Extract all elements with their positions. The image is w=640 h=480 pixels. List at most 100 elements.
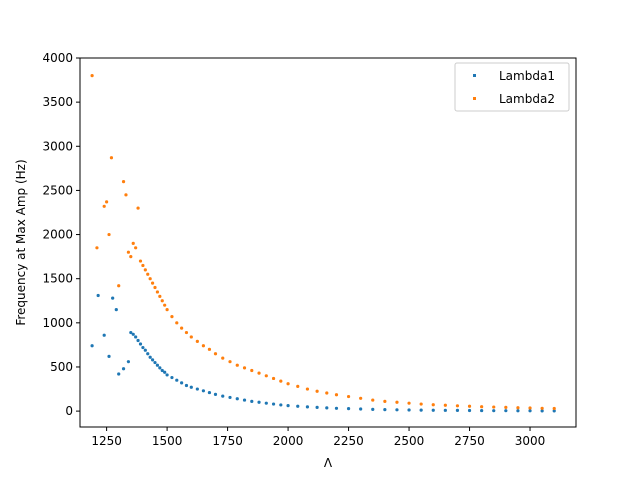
data-point-lambda2 (383, 399, 387, 403)
data-point-lambda1 (279, 403, 283, 407)
data-point-lambda1 (121, 367, 126, 371)
legend-label-lambda2: Lambda2 (499, 92, 555, 106)
data-point-lambda2 (189, 335, 193, 339)
data-point-lambda2 (158, 294, 162, 298)
x-tick-label: 2500 (394, 434, 425, 448)
data-point-lambda2 (170, 315, 174, 319)
data-point-lambda2 (552, 406, 556, 411)
data-point-lambda1 (143, 348, 147, 352)
data-point-lambda2 (175, 321, 179, 325)
data-point-lambda1 (467, 408, 472, 413)
data-point-lambda2 (228, 360, 232, 364)
data-point-lambda1 (96, 293, 100, 298)
data-point-lambda2 (201, 344, 205, 348)
data-point-lambda2 (184, 330, 189, 335)
data-point-lambda1 (264, 401, 268, 405)
data-point-lambda2 (105, 200, 109, 204)
data-point-lambda1 (155, 363, 160, 367)
data-point-lambda1 (195, 387, 199, 391)
y-tick-label: 3500 (42, 95, 73, 109)
y-tick-label: 500 (50, 360, 73, 374)
data-point-lambda2 (155, 290, 160, 294)
data-point-lambda1 (492, 409, 496, 413)
data-point-lambda1 (129, 330, 133, 335)
data-point-lambda2 (359, 396, 363, 400)
data-point-lambda1 (90, 344, 94, 348)
x-axis-label: Λ (324, 456, 333, 470)
data-point-lambda2 (315, 389, 319, 393)
data-point-lambda1 (407, 408, 411, 412)
data-point-lambda2 (124, 193, 128, 197)
data-point-lambda1 (395, 408, 399, 412)
data-point-lambda1 (305, 405, 310, 409)
data-point-lambda2 (325, 391, 329, 395)
data-point-lambda1 (165, 373, 169, 377)
y-axis-label: Frequency at Max Amp (Hz) (14, 159, 28, 325)
data-point-lambda2 (235, 363, 239, 367)
data-point-lambda1 (163, 370, 167, 374)
data-point-lambda2 (141, 263, 145, 268)
data-point-lambda1 (114, 307, 118, 312)
data-point-lambda2 (102, 204, 106, 208)
data-point-lambda2 (146, 272, 150, 276)
data-point-lambda1 (148, 355, 152, 359)
plot-area (79, 57, 577, 428)
data-point-lambda2 (180, 326, 184, 330)
x-axis: 1250 1500 1750 2000 2250 2500 2750 3000 (91, 427, 545, 448)
data-point-lambda2 (431, 403, 435, 407)
data-point-lambda1 (136, 338, 140, 343)
x-tick-label: 1500 (152, 434, 183, 448)
data-point-lambda2 (279, 379, 283, 383)
data-point-lambda1 (419, 408, 423, 412)
data-point-lambda2 (160, 299, 164, 303)
data-point-lambda2 (395, 400, 399, 404)
data-point-lambda2 (271, 376, 276, 381)
data-point-lambda1 (334, 406, 339, 410)
data-point-lambda2 (264, 374, 268, 378)
data-point-lambda2 (492, 405, 496, 409)
data-point-lambda2 (346, 394, 351, 399)
data-point-lambda2 (150, 281, 155, 285)
data-point-lambda2 (109, 156, 114, 160)
data-point-lambda2 (221, 356, 225, 360)
data-point-lambda1 (221, 394, 225, 398)
legend-box (454, 62, 570, 112)
data-point-lambda1 (213, 392, 218, 396)
data-point-lambda2 (334, 393, 339, 397)
data-point-lambda2 (126, 250, 130, 254)
data-point-lambda1 (141, 345, 145, 350)
x-tick-label: 3000 (515, 434, 546, 448)
data-point-lambda1 (359, 407, 363, 411)
x-tick-label: 1250 (91, 434, 122, 448)
data-point-lambda1 (170, 375, 174, 380)
data-point-lambda1 (146, 352, 150, 356)
data-point-lambda1 (242, 398, 247, 402)
data-point-lambda2 (407, 401, 411, 405)
data-points (90, 74, 556, 413)
x-tick-label: 2750 (454, 434, 485, 448)
data-point-lambda2 (107, 232, 111, 237)
data-point-lambda1 (315, 405, 319, 409)
data-point-lambda1 (184, 383, 189, 388)
data-point-lambda2 (419, 402, 423, 406)
data-point-lambda2 (90, 74, 94, 78)
data-point-lambda2 (121, 179, 126, 184)
data-point-lambda2 (242, 366, 247, 370)
data-point-lambda2 (213, 352, 218, 356)
data-point-lambda2 (138, 259, 143, 263)
data-point-lambda1 (346, 407, 351, 411)
data-point-lambda1 (138, 342, 143, 346)
data-point-lambda2 (136, 206, 140, 210)
data-point-lambda1 (160, 368, 164, 373)
data-point-lambda1 (250, 399, 254, 403)
y-tick-label: 2000 (42, 228, 73, 242)
data-point-lambda1 (552, 409, 556, 413)
data-point-lambda2 (257, 371, 261, 375)
data-point-lambda1 (131, 332, 135, 336)
data-point-lambda2 (131, 241, 135, 245)
data-point-lambda1 (540, 409, 544, 413)
data-point-lambda2 (195, 339, 199, 343)
data-point-lambda1 (117, 372, 121, 376)
y-tick-label: 3000 (42, 139, 73, 153)
data-point-lambda2 (286, 382, 290, 386)
